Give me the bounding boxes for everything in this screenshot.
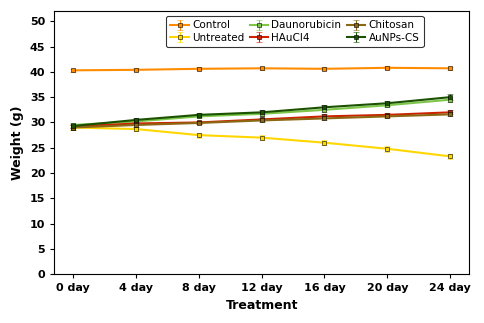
X-axis label: Treatment: Treatment [226, 299, 298, 312]
Legend: Control, Untreated, Daunorubicin, HAuCl4, Chitosan, AuNPs-CS: Control, Untreated, Daunorubicin, HAuCl4… [166, 16, 424, 47]
Y-axis label: Weight (g): Weight (g) [11, 105, 24, 180]
